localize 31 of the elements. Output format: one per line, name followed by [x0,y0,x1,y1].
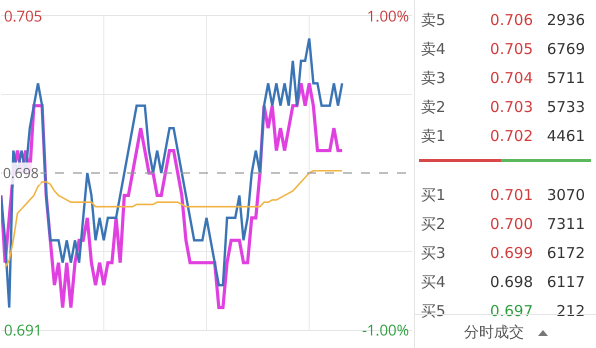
data-label: 7311 [546,214,585,235]
data-label: 6117 [546,272,585,293]
category-label: 卖5 [421,10,446,31]
category-label: 买2 [421,214,446,235]
data-label: 0.699 [490,243,533,264]
data-label: 6172 [546,243,585,264]
category-label: 买1 [421,185,446,206]
category-label: 卖1 [421,126,446,147]
category-label: 买3 [421,243,446,264]
data-label: 3070 [546,185,585,206]
data-label: 0.701 [490,185,533,206]
category-label: 卖2 [421,97,446,118]
data-label: 0.703 [490,97,533,118]
data-label: 5711 [546,68,585,89]
data-label: 5733 [546,97,585,118]
data-label: 0.706 [490,10,533,31]
data-label: 0.698 [490,272,533,293]
data-label: 0.704 [490,68,533,89]
text: 分时成交 [464,323,524,341]
data-label: 0.700 [490,214,533,235]
data-label: 6769 [546,39,585,60]
category-label: 卖3 [421,68,446,89]
category-label: 买4 [421,272,446,293]
y2-tick-label: 1.00% [366,6,409,26]
data-label: 0.705 [490,39,533,60]
data-label: 4461 [546,126,585,147]
data-label: 0.702 [490,126,533,147]
y2-tick-label: -1.00% [362,320,409,340]
data-label: 2936 [546,10,585,31]
y-tick-label: 0.691 [4,320,42,340]
category-label: 卖4 [421,39,446,60]
